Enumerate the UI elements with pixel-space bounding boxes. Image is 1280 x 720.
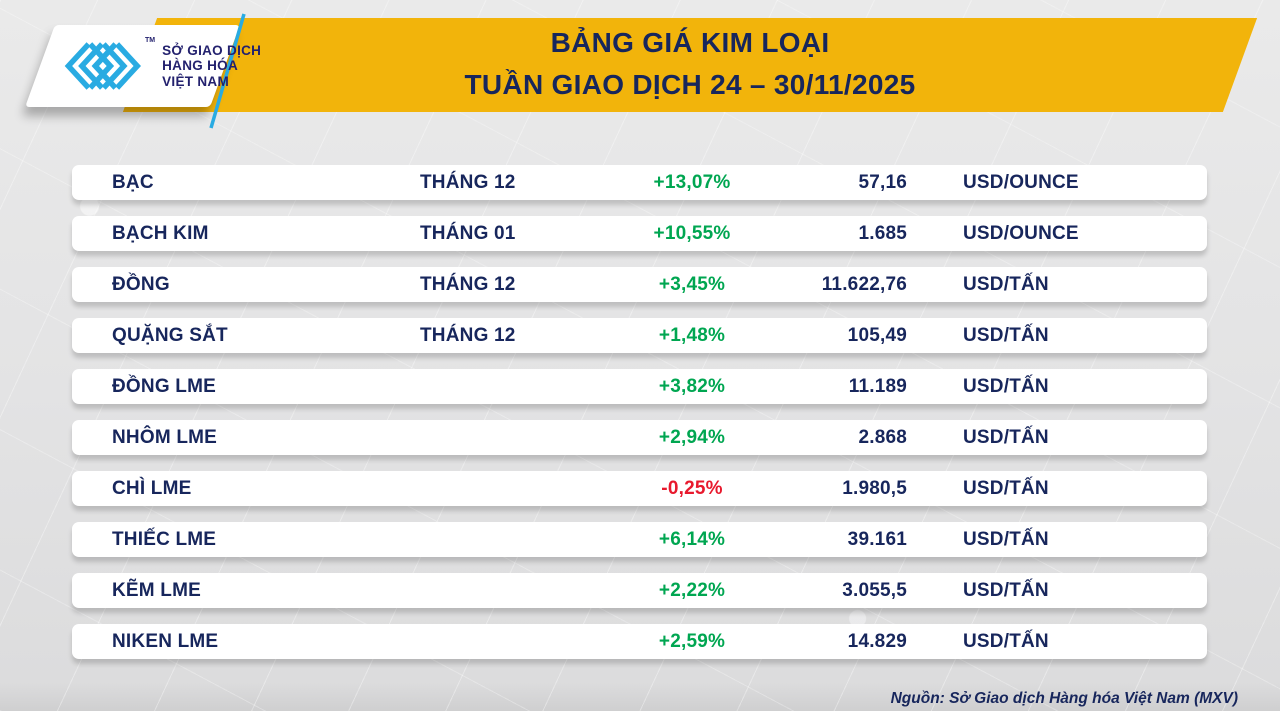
commodity-name: KẼM LME	[112, 579, 202, 601]
change-percent: +6,14%	[658, 528, 726, 550]
commodity-name: QUẶNG SẮT	[112, 324, 228, 346]
price-value: 105,49	[847, 324, 907, 346]
table-row: THIẾC LME +6,14% 39.161 USD/TẤN	[72, 522, 1207, 557]
commodity-name: NIKEN LME	[112, 630, 219, 652]
price-value: 11.622,76	[821, 273, 907, 295]
logo-text-line-3: VIỆT NAM	[162, 73, 230, 89]
price-value: 57,16	[858, 171, 907, 193]
price-unit: USD/TẤN	[963, 579, 1049, 601]
price-unit: USD/TẤN	[963, 528, 1049, 550]
price-unit: USD/TẤN	[963, 426, 1049, 448]
price-unit: USD/TẤN	[963, 477, 1049, 499]
commodity-name: BẠC	[112, 171, 154, 193]
page-title: BẢNG GIÁ KIM LOẠI TUẦN GIAO DỊCH 24 – 30…	[290, 22, 1090, 106]
price-value: 1.980,5	[842, 477, 907, 499]
price-unit: USD/TẤN	[963, 273, 1049, 295]
contract-month: THÁNG 12	[420, 171, 516, 193]
change-percent: +10,55%	[653, 222, 731, 244]
table-row: NIKEN LME +2,59% 14.829 USD/TẤN	[72, 624, 1207, 659]
price-table: BẠC THÁNG 12 +13,07% 57,16 USD/OUNCE BẠC…	[72, 165, 1207, 675]
title-line-1: BẢNG GIÁ KIM LOẠI	[550, 27, 830, 58]
commodity-name: ĐỒNG	[112, 273, 170, 295]
contract-month: THÁNG 01	[420, 222, 516, 244]
commodity-name: ĐỒNG LME	[112, 375, 216, 397]
commodity-name: THIẾC LME	[112, 528, 217, 550]
mxv-logo: TM SỞ GIAO DỊCH HÀNG HÓA VIỆT NAM	[60, 33, 261, 99]
price-value: 14.829	[847, 630, 907, 652]
trademark-symbol: TM	[145, 37, 156, 44]
mxv-chevron-logo-icon	[64, 42, 141, 90]
table-row: QUẶNG SẮT THÁNG 12 +1,48% 105,49 USD/TẤN	[72, 318, 1207, 353]
table-row: BẠCH KIM THÁNG 01 +10,55% 1.685 USD/OUNC…	[72, 216, 1207, 251]
table-row: CHÌ LME -0,25% 1.980,5 USD/TẤN	[72, 471, 1207, 506]
price-unit: USD/TẤN	[963, 324, 1049, 346]
change-percent: -0,25%	[661, 477, 723, 499]
table-row: ĐỒNG LME +3,82% 11.189 USD/TẤN	[72, 369, 1207, 404]
table-row: NHÔM LME +2,94% 2.868 USD/TẤN	[72, 420, 1207, 455]
table-row: ĐỒNG THÁNG 12 +3,45% 11.622,76 USD/TẤN	[72, 267, 1207, 302]
source-note: Nguồn: Sở Giao dịch Hàng hóa Việt Nam (M…	[890, 690, 1238, 707]
change-percent: +1,48%	[658, 324, 726, 346]
table-row: BẠC THÁNG 12 +13,07% 57,16 USD/OUNCE	[72, 165, 1207, 200]
table-row: KẼM LME +2,22% 3.055,5 USD/TẤN	[72, 573, 1207, 608]
commodity-name: CHÌ LME	[112, 477, 192, 499]
change-percent: +2,22%	[658, 579, 726, 601]
change-percent: +2,94%	[658, 426, 726, 448]
change-percent: +3,82%	[658, 375, 726, 397]
contract-month: THÁNG 12	[420, 324, 516, 346]
change-percent: +13,07%	[653, 171, 731, 193]
price-unit: USD/OUNCE	[963, 222, 1079, 244]
logo-text-line-2: HÀNG HÓA	[162, 58, 239, 74]
change-percent: +2,59%	[658, 630, 726, 652]
price-value: 11.189	[848, 375, 907, 397]
price-value: 39.161	[847, 528, 907, 550]
price-value: 1.685	[858, 222, 907, 244]
logo-text: SỞ GIAO DỊCH HÀNG HÓA VIỆT NAM	[162, 43, 261, 90]
price-unit: USD/OUNCE	[963, 171, 1079, 193]
title-line-2: TUẦN GIAO DỊCH 24 – 30/11/2025	[464, 69, 916, 100]
commodity-name: NHÔM LME	[112, 426, 218, 448]
change-percent: +3,45%	[658, 273, 726, 295]
price-value: 3.055,5	[842, 579, 907, 601]
contract-month: THÁNG 12	[420, 273, 516, 295]
price-value: 2.868	[858, 426, 907, 448]
commodity-name: BẠCH KIM	[112, 222, 209, 244]
price-unit: USD/TẤN	[963, 375, 1049, 397]
price-unit: USD/TẤN	[963, 630, 1049, 652]
logo-text-line-1: SỞ GIAO DỊCH	[162, 42, 262, 58]
